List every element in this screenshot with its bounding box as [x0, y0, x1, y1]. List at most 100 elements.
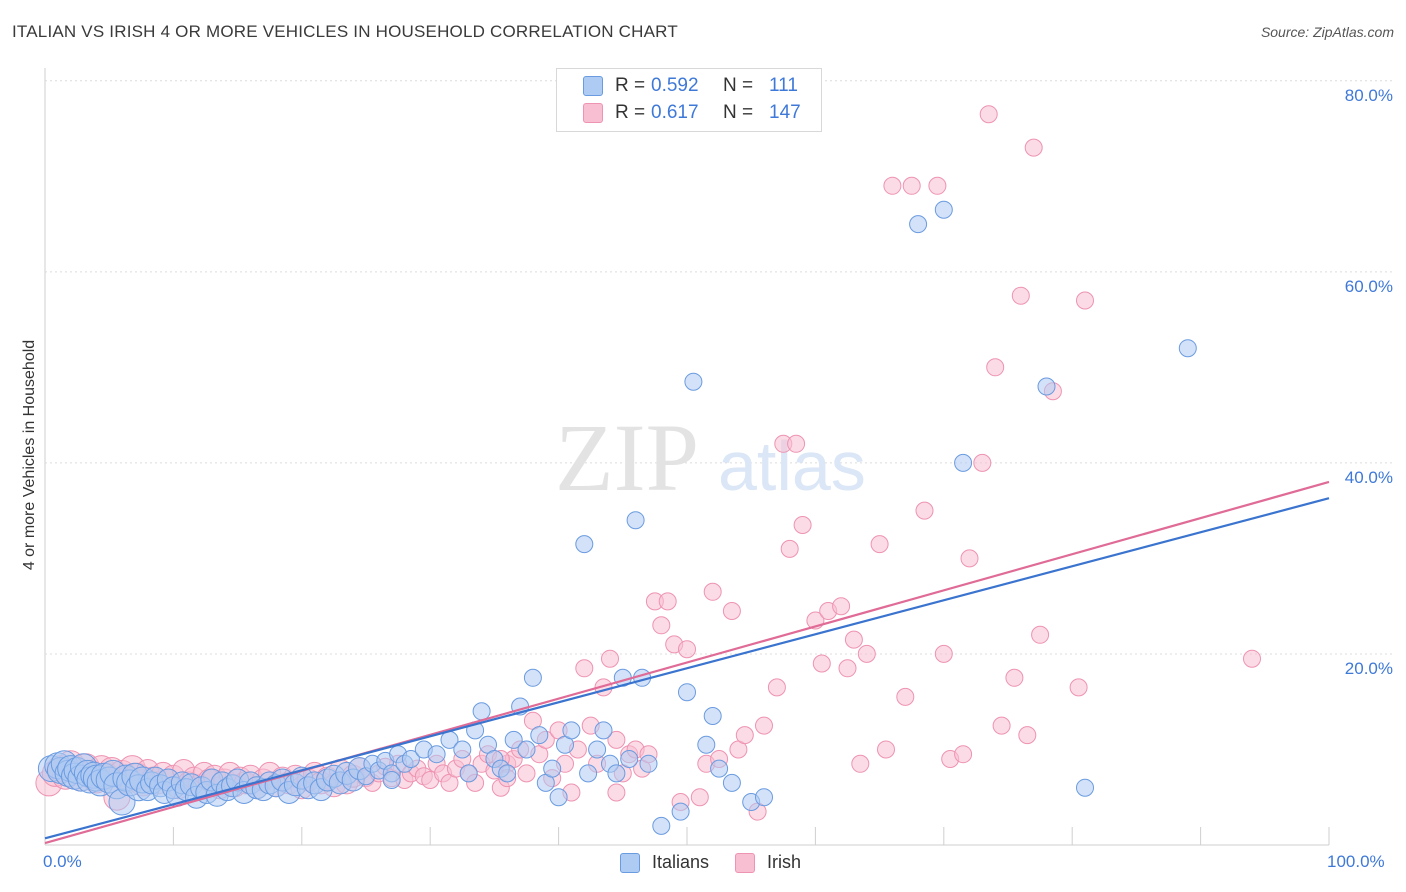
- chart-title: ITALIAN VS IRISH 4 OR MORE VEHICLES IN H…: [12, 22, 678, 41]
- italians-point: [594, 721, 613, 740]
- italians-point: [1076, 778, 1094, 797]
- y-tick-80: 80.0%: [1344, 86, 1393, 105]
- watermark-zip: ZIP: [555, 404, 699, 511]
- irish-point: [838, 659, 857, 678]
- irish-point: [517, 764, 536, 783]
- irish-point: [954, 745, 973, 764]
- italians-r-value: 0.592: [651, 75, 699, 96]
- irish-point: [979, 105, 998, 124]
- italians-point: [722, 773, 741, 792]
- italians-point: [652, 816, 671, 835]
- irish-point: [787, 434, 806, 453]
- irish-swatch: [583, 103, 603, 123]
- irish-point: [722, 602, 741, 620]
- irish-point: [851, 754, 870, 773]
- italians-point: [934, 200, 953, 219]
- italians-point: [530, 726, 549, 745]
- y-tick-40: 40.0%: [1344, 468, 1393, 487]
- irish-n-label: N =: [723, 102, 754, 123]
- italians-point: [401, 750, 420, 768]
- irish-point: [755, 716, 773, 735]
- irish-trendline: [44, 480, 1330, 845]
- y-tick-60: 60.0%: [1344, 277, 1393, 296]
- irish-point: [607, 783, 626, 802]
- irish-point: [1076, 291, 1094, 310]
- irish-point: [1018, 726, 1037, 745]
- italians-point: [954, 453, 973, 472]
- irish-point: [1069, 678, 1088, 697]
- italians-trendline: [44, 497, 1330, 840]
- irish-point: [812, 654, 831, 673]
- series-legend: Italians Irish: [620, 852, 827, 873]
- irish-point: [1024, 138, 1043, 157]
- irish-point: [1011, 286, 1030, 305]
- italians-point: [639, 754, 658, 773]
- italians-point: [684, 372, 703, 391]
- italians-point: [382, 771, 401, 789]
- legend-row-italians: R = 0.592 N = 111: [557, 73, 821, 99]
- italians-legend-label: Italians: [652, 852, 710, 872]
- italians-point: [523, 668, 542, 687]
- legend-item-irish: Irish: [735, 852, 801, 873]
- italians-point: [562, 721, 581, 740]
- italians-point: [588, 740, 607, 759]
- italians-point: [697, 735, 716, 754]
- irish-point: [902, 176, 921, 195]
- source-note: Source: ZipAtlas.com: [1260, 24, 1394, 40]
- italians-point: [427, 745, 446, 764]
- irish-point: [703, 582, 722, 601]
- legend-row-irish: R = 0.617 N = 147: [557, 100, 821, 126]
- irish-point: [607, 730, 626, 749]
- irish-r-label: R =: [615, 102, 646, 123]
- irish-point: [877, 740, 895, 759]
- italians-point: [543, 759, 562, 778]
- irish-legend-swatch: [735, 852, 756, 873]
- x-tick-0: 0.0%: [43, 852, 82, 871]
- italians-point: [1178, 339, 1197, 358]
- irish-point: [883, 176, 902, 195]
- italians-point: [909, 215, 928, 234]
- irish-r-value: 0.617: [651, 102, 699, 123]
- irish-point: [1243, 649, 1261, 668]
- italians-point: [549, 788, 568, 807]
- irish-point: [1031, 625, 1050, 644]
- watermark: ZIP atlas: [555, 404, 866, 511]
- italians-point: [626, 511, 645, 530]
- irish-point: [857, 644, 876, 663]
- irish-point: [992, 716, 1011, 735]
- irish-point: [601, 649, 619, 668]
- italians-point: [459, 764, 478, 783]
- irish-point: [678, 640, 696, 659]
- irish-point: [986, 358, 1005, 377]
- irish-point: [915, 501, 934, 520]
- italians-legend-swatch: [620, 852, 640, 873]
- italians-point: [755, 788, 773, 807]
- trend-layer: [44, 480, 1330, 845]
- irish-point: [793, 516, 812, 534]
- irish-point: [690, 788, 709, 807]
- irish-point: [844, 630, 863, 649]
- grid-layer: [44, 68, 1393, 846]
- italians-point: [620, 750, 639, 768]
- italians-point: [575, 535, 594, 554]
- italians-point: [703, 707, 722, 725]
- irish-point: [575, 659, 594, 678]
- irish-point: [934, 644, 953, 663]
- irish-point: [652, 616, 671, 635]
- italians-n-value: 111: [769, 75, 798, 96]
- italians-point: [517, 740, 536, 759]
- irish-point: [658, 592, 677, 611]
- irish-point: [870, 535, 889, 554]
- italians-point: [472, 702, 491, 721]
- italians-r-label: R =: [615, 75, 646, 96]
- irish-n-value: 147: [769, 102, 801, 123]
- italians-n-label: N =: [723, 75, 754, 96]
- legend-item-italians: Italians: [620, 852, 709, 873]
- irish-point: [973, 453, 992, 472]
- y-tick-20: 20.0%: [1344, 659, 1393, 678]
- italians-point: [498, 764, 517, 783]
- irish-point: [896, 687, 915, 706]
- italians-point: [710, 759, 729, 778]
- italians-point: [453, 740, 472, 759]
